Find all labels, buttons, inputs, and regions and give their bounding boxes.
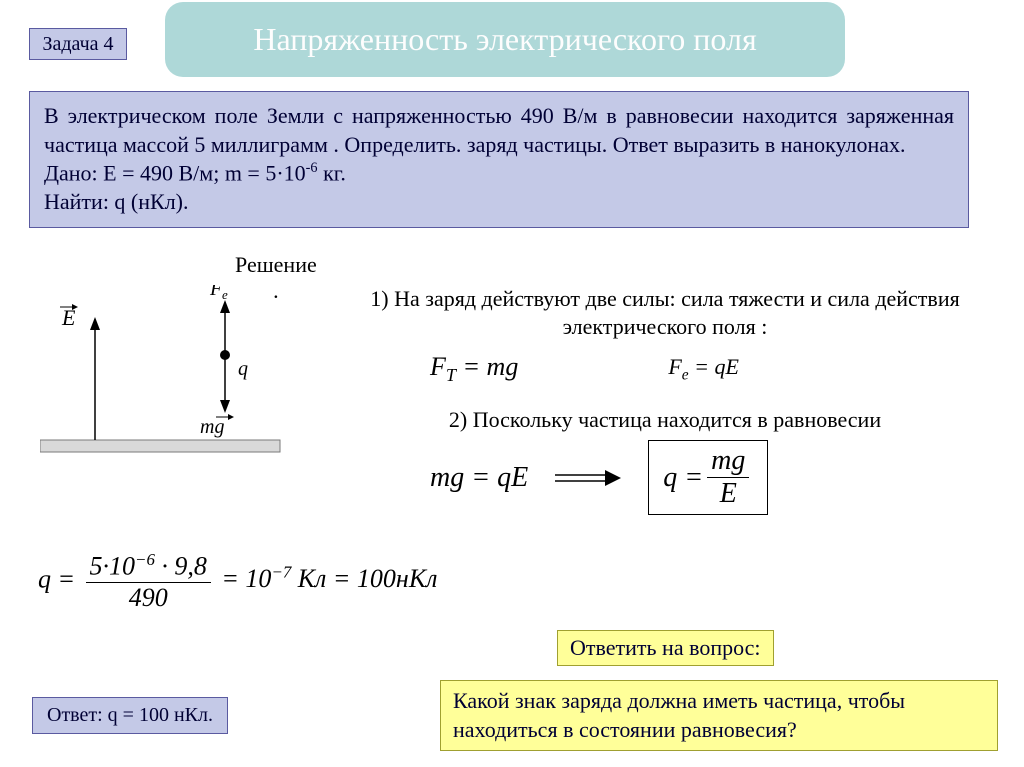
solution-step-2: 2) Поскольку частица находится в равнове… [345,407,985,433]
implies-arrow-icon [553,468,623,488]
formula-q-boxed: q = mg E [648,440,768,515]
problem-text: В электрическом поле Земли с напряженнос… [44,102,954,159]
answer-question-label: Ответить на вопрос: [557,630,774,666]
formula-mg-qe: mg = qE [430,462,528,494]
svg-text:e: e [222,287,228,302]
answer-box: Ответ: q = 100 нКл. [32,697,228,734]
formula-electric: Fe = qE [668,354,739,384]
title-banner: Напряженность электрического поля [165,2,845,77]
calculation: q = 5·10−6 · 9,8 490 = 10−7 Кл = 100нКл [38,552,437,611]
problem-find: Найти: q (нКл). [44,188,954,217]
formula-equilibrium: mg = qE q = mg E [430,440,768,515]
problem-given: Дано: Е = 490 В/м; m = 5·10-6 кг. [44,159,954,188]
svg-text:F: F [209,285,223,300]
formula-forces: FT = mg Fe = qE [430,352,930,386]
formula-gravity: FT = mg [430,352,518,386]
problem-statement-box: В электрическом поле Земли с напряженнос… [29,91,969,228]
svg-text:mg: mg [200,416,224,438]
followup-question-box: Какой знак заряда должна иметь частица, … [440,680,998,751]
task-number-label: Задача 4 [29,28,127,60]
force-diagram: E F e mg q [40,285,300,460]
solution-step-1: 1) На заряд действуют две силы: сила тяж… [345,285,985,340]
svg-text:q: q [238,358,248,380]
